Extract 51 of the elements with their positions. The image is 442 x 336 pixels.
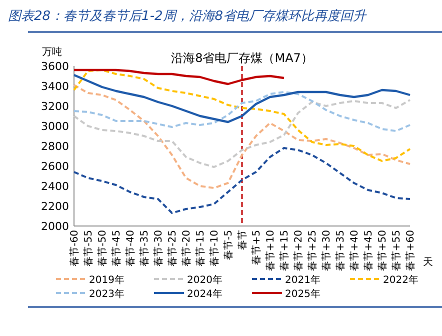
legend-label: 2025年 bbox=[285, 288, 320, 300]
legend-label: 2020年 bbox=[187, 274, 222, 286]
x-tick-label: 春节+45 bbox=[362, 230, 374, 272]
legend-label: 2023年 bbox=[89, 288, 124, 300]
x-tick-label: 春节+55 bbox=[390, 230, 402, 272]
y-tick-label: 3200 bbox=[41, 100, 69, 113]
y-tick-label: 2600 bbox=[41, 160, 69, 173]
y-tick-label: 3000 bbox=[41, 120, 69, 133]
y-tick-label: 2000 bbox=[41, 220, 69, 233]
x-tick-label: 春节+60 bbox=[404, 230, 416, 272]
legend-label: 2019年 bbox=[89, 274, 124, 286]
chart-subtitle: 沿海8省电厂存煤（MA7） bbox=[171, 51, 313, 65]
y-tick-label: 2800 bbox=[41, 140, 69, 153]
x-tick-label: 春节-20 bbox=[180, 230, 192, 266]
x-tick-label: 春节-55 bbox=[82, 230, 94, 266]
line-series bbox=[73, 84, 411, 189]
y-tick-label: 2400 bbox=[41, 180, 69, 193]
x-tick-label: 春节+50 bbox=[376, 230, 388, 272]
chart-title: 图表28：春节及春节后1-2周，沿海8省电厂存煤环比再度回升 bbox=[8, 8, 368, 24]
x-tick-label: 春节+40 bbox=[348, 230, 360, 272]
line-series bbox=[73, 91, 411, 132]
x-axis-title: 天 bbox=[423, 257, 433, 268]
x-tick-label: 春节-25 bbox=[166, 230, 178, 266]
x-tick-label: 春节+30 bbox=[320, 230, 332, 272]
x-tick-label: 春节+25 bbox=[306, 230, 318, 272]
y-axis-title: 万吨 bbox=[42, 46, 62, 58]
y-tick-label: 2200 bbox=[41, 200, 69, 213]
x-tick-label: 春节+10 bbox=[264, 230, 276, 272]
y-tick-label: 3400 bbox=[41, 80, 69, 93]
legend-label: 2024年 bbox=[187, 288, 222, 300]
line-series bbox=[73, 147, 411, 214]
line-series bbox=[72, 74, 412, 124]
line-series bbox=[73, 99, 411, 168]
x-tick-label: 春节-15 bbox=[194, 230, 206, 266]
x-tick-label: 春节-5 bbox=[222, 230, 234, 260]
x-tick-label: 春节-10 bbox=[208, 230, 220, 266]
legend-label: 2021年 bbox=[285, 274, 320, 286]
x-tick-label: 春节-45 bbox=[110, 230, 122, 266]
x-tick-label: 春节-40 bbox=[124, 230, 136, 266]
line-series bbox=[73, 69, 411, 162]
y-tick-label: 3600 bbox=[41, 60, 69, 73]
x-tick-label: 春节 bbox=[236, 230, 248, 250]
x-tick-label: 春节-60 bbox=[68, 230, 80, 266]
x-tick-label: 春节+35 bbox=[334, 230, 346, 272]
x-tick-label: 春节-35 bbox=[138, 230, 150, 266]
x-tick-label: 春节-50 bbox=[96, 230, 108, 266]
x-tick-label: 春节+5 bbox=[250, 230, 262, 265]
x-tick-label: 春节-30 bbox=[152, 230, 164, 266]
x-tick-label: 春节+20 bbox=[292, 230, 304, 272]
x-tick-label: 春节+15 bbox=[278, 230, 290, 272]
legend-label: 2022年 bbox=[383, 274, 418, 286]
